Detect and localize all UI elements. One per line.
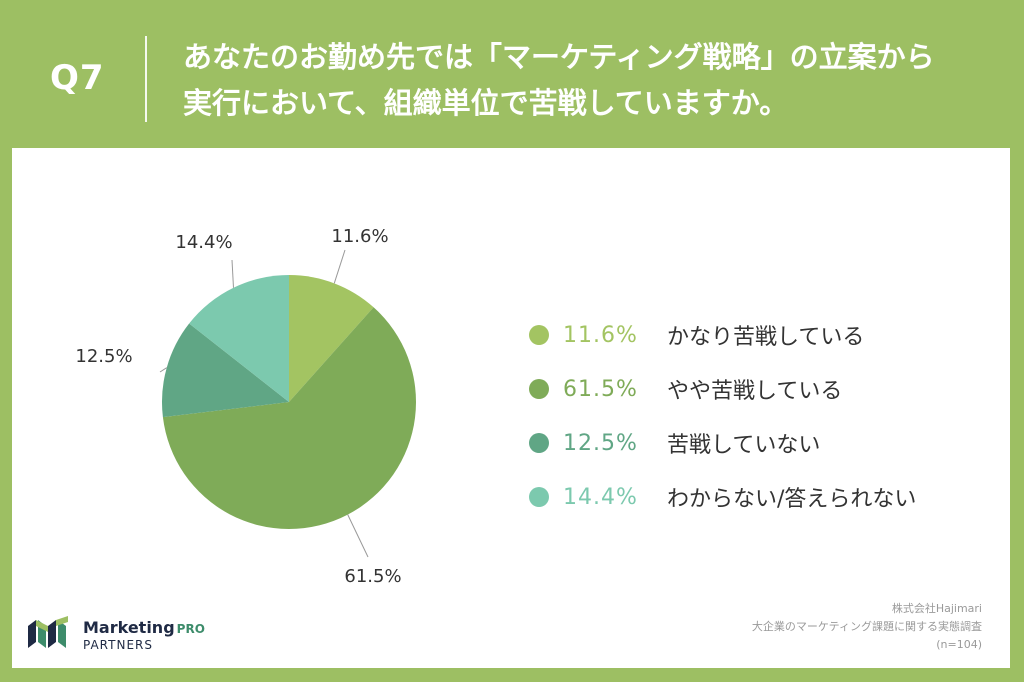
legend-percent: 11.6% <box>563 322 638 348</box>
question-number: Q7 <box>50 58 105 98</box>
legend-label: 苦戦していない <box>667 433 821 458</box>
logo-subtitle: PARTNERS <box>83 638 153 652</box>
legend-dot-icon <box>529 487 549 507</box>
leader-line-1 <box>333 249 346 284</box>
pie-data-label-1: 11.6% <box>331 226 388 247</box>
leader-line-4 <box>231 259 234 288</box>
pie-chart: 11.6% 61.5% 12.5% 14.4% <box>75 226 416 587</box>
pie-slice-3 <box>162 323 289 418</box>
legend-percent: 61.5% <box>563 376 638 402</box>
legend-label: かなり苦戦している <box>667 325 865 350</box>
logo-name: Marketing PRO <box>83 618 205 637</box>
legend-label: やや苦戦している <box>667 379 843 404</box>
logo-name-suffix: PRO <box>176 622 205 636</box>
legend-label: わからない/答えられない <box>667 487 917 512</box>
legend-item-1: 11.6% かなり苦戦している <box>529 308 916 362</box>
legend-percent: 14.4% <box>563 484 638 510</box>
header-band: Q7 あなたのお勤め先では「マーケティング戦略」の立案から 実行において、組織単… <box>0 0 1024 142</box>
logo-name-main: Marketing <box>83 618 175 637</box>
pie-data-label-2: 61.5% <box>344 566 401 587</box>
legend-dot-icon <box>529 379 549 399</box>
legend-dot-icon <box>529 433 549 453</box>
legend-item-4: 14.4% わからない/答えられない <box>529 470 916 524</box>
question-text: あなたのお勤め先では「マーケティング戦略」の立案から 実行において、組織単位で苦… <box>183 34 1003 126</box>
chart-legend: 11.6% かなり苦戦している 61.5% やや苦戦している 12.5% 苦戦していない 1… <box>529 308 916 524</box>
leader-line-2 <box>347 514 369 558</box>
header-divider <box>145 36 147 122</box>
legend-dot-icon <box>529 325 549 345</box>
source-survey: 大企業のマーケティング課題に関する実態調査 <box>751 620 982 633</box>
pie-slice-4 <box>189 275 289 402</box>
legend-item-2: 61.5% やや苦戦している <box>529 362 916 416</box>
pie-data-label-3: 12.5% <box>75 346 132 367</box>
leader-line-3 <box>159 367 167 373</box>
question-line-1: あなたのお勤め先では「マーケティング戦略」の立案から <box>183 40 935 74</box>
chart-panel: 11.6% 61.5% 12.5% 14.4% 11.6% かなり苦戦している 61.5%… <box>12 148 1010 668</box>
source-sample-size: (n=104) <box>936 638 982 651</box>
legend-item-3: 12.5% 苦戦していない <box>529 416 916 470</box>
source-company: 株式会社Hajimari <box>891 602 982 615</box>
legend-percent: 12.5% <box>563 430 638 456</box>
pie-slice-2 <box>162 307 416 529</box>
logo-mark-icon <box>28 616 68 648</box>
pie-slice-1 <box>289 275 374 402</box>
question-line-2: 実行において、組織単位で苦戦していますか。 <box>183 86 789 120</box>
pie-data-label-4: 14.4% <box>175 232 232 253</box>
source-note: 株式会社Hajimari 大企業のマーケティング課題に関する実態調査 (n=10… <box>752 600 982 654</box>
